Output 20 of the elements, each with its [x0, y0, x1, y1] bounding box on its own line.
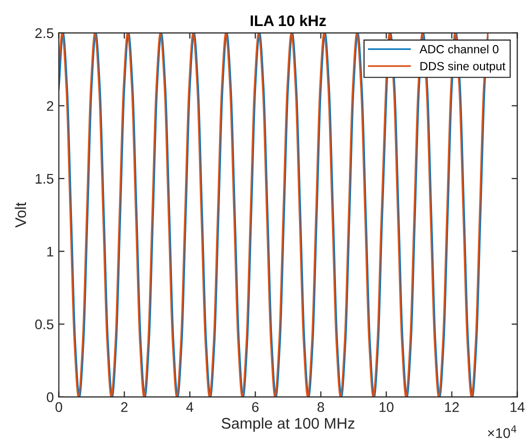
x-tick-label: 10 — [380, 402, 394, 412]
y-tick-label: 2.5 — [35, 28, 54, 38]
y-tick-label: 1.5 — [36, 174, 54, 184]
x-tick-label: 2 — [121, 402, 128, 412]
x-tick-label: 12 — [445, 402, 459, 412]
y-tick-label: 0.5 — [35, 319, 54, 330]
x-tick-label: 8 — [318, 402, 324, 412]
x-tick-label: 6 — [252, 402, 259, 412]
y-tick-label: 2 — [46, 101, 54, 111]
x-tick-label: 0 — [56, 402, 62, 412]
y-axis-title: Volt — [14, 202, 26, 228]
y-tick-label: 1 — [47, 246, 54, 256]
legend-label: DDS sine output — [420, 62, 506, 73]
legend-label: ADC channel 0 — [420, 44, 498, 54]
x-tick-label: 14 — [510, 402, 525, 412]
x-axis-title: Sample at 100 MHz — [222, 418, 354, 432]
y-tick-label: 0 — [46, 392, 54, 402]
text: ×10$^{4}$ — [488, 425, 516, 438]
x-tick-label: 4 — [186, 402, 194, 412]
chart-title: ILA 10 kHz — [250, 14, 326, 26]
